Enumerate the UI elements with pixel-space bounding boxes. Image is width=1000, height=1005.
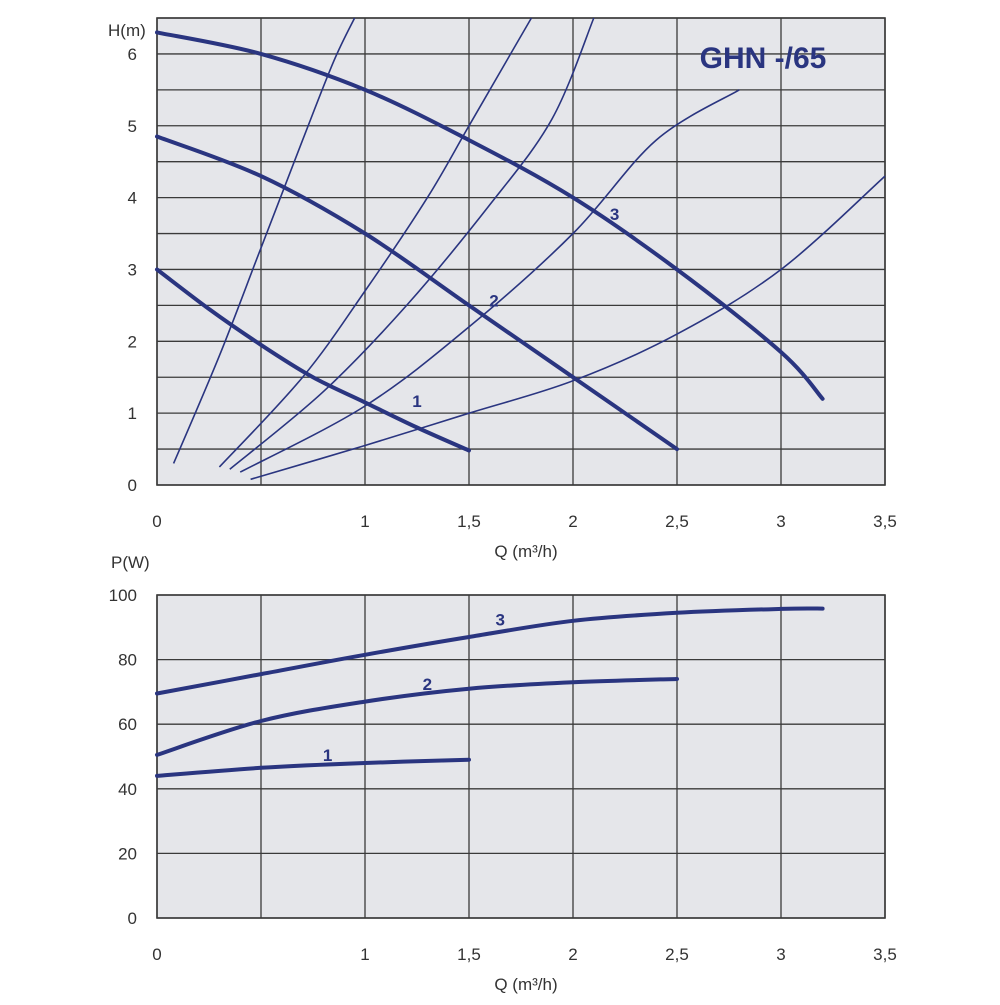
y-tick-label: 2 — [128, 332, 137, 351]
series-line-1 — [155, 267, 471, 453]
y-tick-label: 40 — [118, 780, 137, 799]
curve-label: 1 — [412, 392, 421, 411]
y-tick-label: 0 — [128, 909, 137, 928]
x-tick-label: 2,5 — [665, 512, 689, 531]
x-tick-label: 2 — [568, 945, 577, 964]
y-tick-label: 100 — [109, 586, 137, 605]
series-lines — [155, 606, 825, 778]
grid-lines — [156, 594, 886, 919]
x-tick-label: 1,5 — [457, 512, 481, 531]
curve-label: 2 — [489, 291, 498, 310]
y-tick-label: 5 — [128, 117, 137, 136]
power-flow-chart: 1 2 3 0 1 1,5 2 2,5 3 3,5 0 20 40 60 80 100 Q (m³/h) P(W) — [109, 553, 897, 994]
x-tick-label: 0 — [152, 512, 161, 531]
series-line-2 — [155, 677, 679, 757]
series-line-2 — [155, 134, 679, 452]
x-axis-label: Q (m³/h) — [494, 542, 557, 561]
x-tick-label: 1 — [360, 512, 369, 531]
curve-label: 2 — [423, 675, 432, 694]
system-curve-line — [239, 89, 740, 473]
plot-area — [157, 595, 885, 918]
curve-label: 3 — [495, 610, 504, 629]
x-tick-label: 3 — [776, 945, 785, 964]
x-tick-label: 3,5 — [873, 945, 897, 964]
system-curve-line — [218, 17, 533, 468]
system-curve-line — [250, 175, 886, 481]
y-tick-label: 0 — [128, 476, 137, 495]
x-tick-label: 2,5 — [665, 945, 689, 964]
x-axis-label: Q (m³/h) — [494, 975, 557, 994]
y-tick-label: 60 — [118, 715, 137, 734]
y-tick-label: 6 — [128, 45, 137, 64]
curve-label: 1 — [323, 746, 332, 765]
system-curve-line — [172, 17, 356, 464]
y-tick-label: 80 — [118, 651, 137, 670]
y-axis-label: P(W) — [111, 553, 150, 572]
x-tick-label: 3,5 — [873, 512, 897, 531]
y-tick-label: 4 — [128, 189, 137, 208]
plot-area — [157, 18, 885, 485]
system-curves — [172, 17, 886, 481]
x-tick-label: 0 — [152, 945, 161, 964]
x-tick-label: 3 — [776, 512, 785, 531]
y-axis-label: H(m) — [108, 21, 146, 40]
chart-title: GHN -/65 — [700, 42, 827, 75]
series-line-1 — [155, 757, 471, 778]
series-lines — [155, 30, 825, 453]
y-tick-label: 20 — [118, 844, 137, 863]
head-flow-chart: 1 2 3 0 1 1,5 2 2,5 3 3,5 0 1 2 3 4 5 6 Q (m³/h) H(m) GHN -… — [108, 17, 897, 561]
x-tick-label: 1 — [360, 945, 369, 964]
plot-border — [156, 17, 886, 486]
x-tick-label: 2 — [568, 512, 577, 531]
system-curve-line — [229, 17, 595, 470]
y-tick-label: 3 — [128, 260, 137, 279]
curve-label: 3 — [610, 205, 619, 224]
y-tick-label: 1 — [128, 404, 137, 423]
series-line-3 — [155, 30, 825, 401]
series-line-3 — [155, 606, 825, 696]
x-tick-label: 1,5 — [457, 945, 481, 964]
